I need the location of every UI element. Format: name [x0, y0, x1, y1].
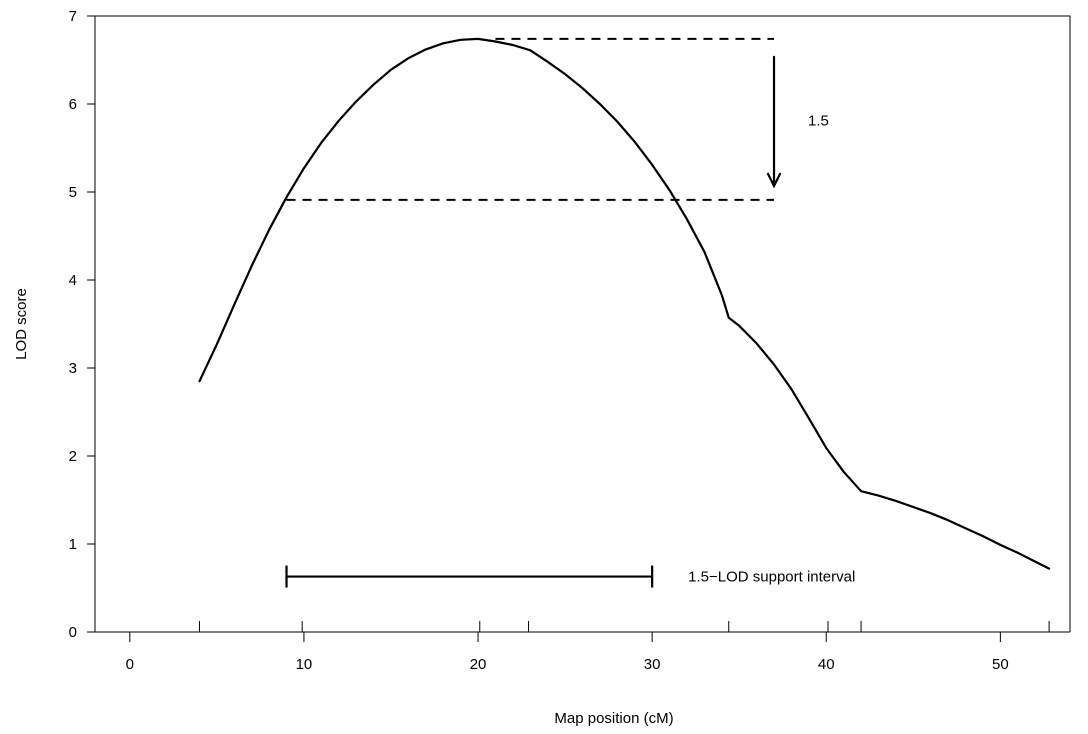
x-tick-label: 30	[644, 656, 661, 673]
y-tick-label: 5	[69, 184, 77, 201]
x-tick-label: 50	[992, 656, 1009, 673]
drop-label: 1.5	[808, 112, 829, 129]
x-tick-label: 40	[818, 656, 835, 673]
axes: 0 1 2 3 4 5 6 7 0 10 20 30 40 50	[69, 8, 1071, 673]
annotations: 1.5 1.5−LOD support interval	[285, 37, 855, 588]
x-tick-label: 10	[296, 656, 313, 673]
y-tick-label: 7	[69, 8, 77, 25]
y-tick-label: 6	[69, 96, 77, 113]
drop-arrow-head	[766, 172, 782, 189]
x-tick-label: 20	[470, 656, 487, 673]
y-tick-label: 0	[69, 624, 77, 641]
support-interval-label: 1.5−LOD support interval	[688, 569, 855, 586]
lod-curve-line	[198, 37, 1051, 570]
y-tick-label: 3	[69, 360, 77, 377]
curves	[198, 37, 1051, 570]
y-tick-label: 2	[69, 448, 77, 465]
y-tick-label: 4	[69, 272, 77, 289]
y-tick-label: 1	[69, 536, 77, 553]
x-axis-label: Map position (cM)	[554, 710, 673, 727]
plot-frame	[94, 15, 1071, 632]
x-tick-label: 0	[126, 656, 134, 673]
y-axis-label: LOD score	[13, 288, 30, 360]
